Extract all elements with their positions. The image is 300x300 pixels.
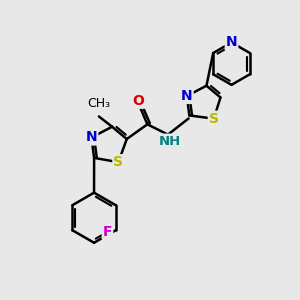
Text: S: S <box>113 155 123 169</box>
Text: N: N <box>181 89 193 103</box>
Text: CH₃: CH₃ <box>87 97 110 110</box>
Text: S: S <box>209 112 219 126</box>
Text: O: O <box>133 94 145 108</box>
Text: F: F <box>103 225 112 239</box>
Text: NH: NH <box>159 135 182 148</box>
Text: N: N <box>85 130 97 145</box>
Text: N: N <box>226 35 237 50</box>
